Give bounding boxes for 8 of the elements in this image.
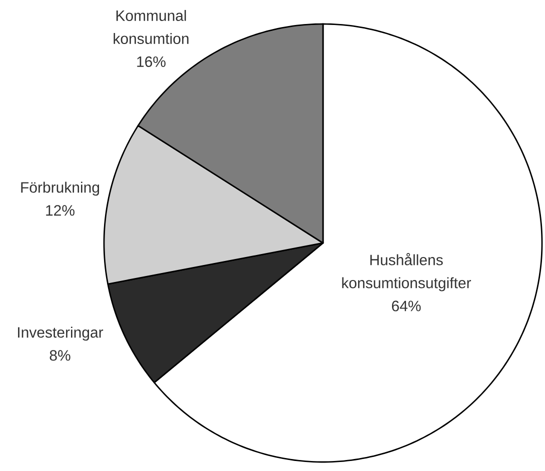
- data-label: 8%: [50, 350, 70, 361]
- slice-label: Investeringar: [18, 326, 104, 341]
- slice-label: Förbrukning: [21, 182, 100, 196]
- slice-label: Kommunal konsumtion: [114, 10, 188, 44]
- data-label: 64%: [392, 300, 421, 312]
- data-label: 12%: [46, 205, 74, 216]
- slice-label: Hushållens konsumtionsutgifter: [342, 253, 472, 292]
- data-label: 16%: [137, 56, 166, 67]
